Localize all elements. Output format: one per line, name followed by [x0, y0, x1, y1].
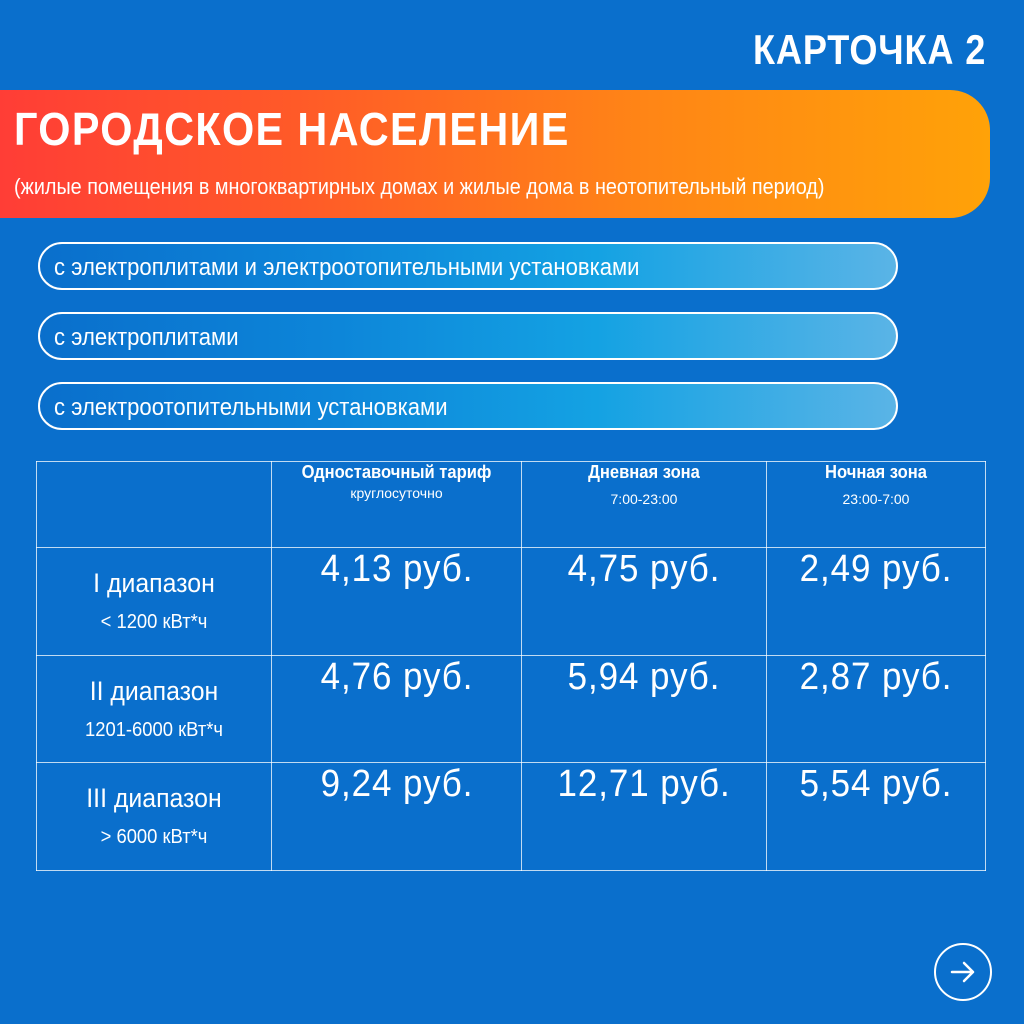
banner-subtitle: (жилые помещения в многоквартирных домах… [14, 174, 825, 199]
category-pill-label: с электроплитами [54, 324, 239, 351]
category-pill-label: с электроотопительными установками [54, 394, 448, 421]
header-subtitle: 23:00-7:00 [842, 491, 910, 507]
range-limit: < 1200 кВт*ч [100, 611, 208, 633]
range-cell: I диапазон < 1200 кВт*ч [36, 547, 272, 656]
banner: ГОРОДСКОЕ НАСЕЛЕНИЕ (жилые помещения в м… [0, 90, 990, 218]
price-value: 2,49 руб. [799, 548, 953, 590]
range-name: I диапазон [93, 568, 215, 598]
next-button[interactable] [934, 943, 992, 1001]
price-value: 5,94 руб. [567, 656, 721, 698]
header-empty-cell [36, 461, 272, 548]
range-cell: II диапазон 1201-6000 кВт*ч [36, 655, 272, 763]
category-pill-stoves-and-heating: с электроплитами и электроотопительными … [38, 242, 898, 290]
price-cell-night: 2,49 руб. [766, 547, 986, 656]
header-title: Одноставочный тариф [301, 462, 492, 482]
range-cell: III диапазон > 6000 кВт*ч [36, 762, 272, 871]
price-value: 4,76 руб. [320, 656, 473, 698]
category-pill-stoves: с электроплитами [38, 312, 898, 360]
table-header-row: Одноставочный тариф круглосуточно Дневна… [36, 461, 986, 548]
table-row: I диапазон < 1200 кВт*ч 4,13 руб. 4,75 р… [36, 547, 986, 656]
category-pill-label: с электроплитами и электроотопительными … [54, 254, 640, 281]
category-pill-heating: с электроотопительными установками [38, 382, 898, 430]
banner-title: ГОРОДСКОЕ НАСЕЛЕНИЕ [14, 103, 570, 155]
header-single-rate: Одноставочный тариф круглосуточно [271, 461, 522, 548]
price-value: 12,71 руб. [557, 763, 731, 805]
price-cell-night: 2,87 руб. [766, 655, 986, 763]
price-cell-day: 12,71 руб. [521, 762, 767, 871]
price-value: 2,87 руб. [799, 656, 953, 698]
header-subtitle: круглосуточно [350, 485, 443, 501]
price-cell-day: 5,94 руб. [521, 655, 767, 763]
header-night-zone: Ночная зона 23:00-7:00 [766, 461, 986, 548]
header-subtitle: 7:00-23:00 [610, 491, 678, 507]
range-name: III диапазон [86, 783, 222, 813]
header-title: Ночная зона [825, 462, 927, 482]
price-value: 4,75 руб. [567, 548, 721, 590]
price-cell-single: 4,13 руб. [271, 547, 522, 656]
card-label: КАРТОЧКА 2 [752, 26, 986, 73]
range-name: II диапазон [89, 676, 219, 706]
tariff-table: Одноставочный тариф круглосуточно Дневна… [36, 461, 986, 871]
price-value: 5,54 руб. [799, 763, 953, 805]
price-cell-single: 4,76 руб. [271, 655, 522, 763]
arrow-right-icon [950, 961, 975, 983]
range-limit: 1201-6000 кВт*ч [85, 719, 223, 741]
price-value: 4,13 руб. [320, 548, 473, 590]
range-limit: > 6000 кВт*ч [100, 826, 208, 848]
price-value: 9,24 руб. [320, 763, 473, 805]
table-row: III диапазон > 6000 кВт*ч 9,24 руб. 12,7… [36, 762, 986, 871]
price-cell-day: 4,75 руб. [521, 547, 767, 656]
table-row: II диапазон 1201-6000 кВт*ч 4,76 руб. 5,… [36, 655, 986, 763]
header-day-zone: Дневная зона 7:00-23:00 [521, 461, 767, 548]
header-title: Дневная зона [588, 462, 700, 482]
price-cell-night: 5,54 руб. [766, 762, 986, 871]
price-cell-single: 9,24 руб. [271, 762, 522, 871]
